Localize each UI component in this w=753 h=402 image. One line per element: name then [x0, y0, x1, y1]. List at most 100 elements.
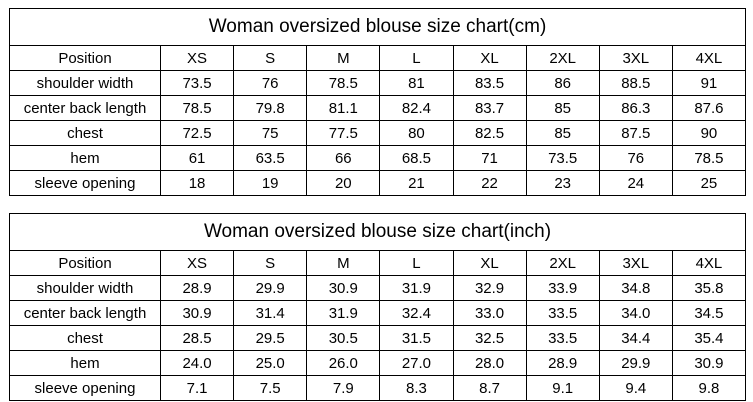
- cell: 88.5: [598, 70, 673, 96]
- cell: 34.5: [671, 300, 747, 326]
- header-cell: M: [306, 45, 381, 71]
- cell: 18: [159, 170, 235, 196]
- cell: 86.3: [598, 95, 673, 121]
- cell: 33.5: [525, 325, 600, 351]
- cell: 9.8: [671, 375, 747, 401]
- row-label: center back length: [9, 300, 161, 326]
- cell: 77.5: [306, 120, 381, 146]
- table-title: Woman oversized blouse size chart(inch): [9, 213, 746, 251]
- header-cell: XS: [159, 250, 235, 276]
- cell: 87.6: [671, 95, 747, 121]
- cell: 25: [671, 170, 747, 196]
- data-row: hem 24.0 25.0 26.0 27.0 28.0 28.9 29.9 30.9: [9, 350, 747, 376]
- cell: 34.0: [598, 300, 673, 326]
- cell: 21: [379, 170, 454, 196]
- header-row: Position XS S M L XL 2XL 3XL 4XL: [9, 45, 747, 71]
- data-row: sleeve opening 18 19 20 21 22 23 24 25: [9, 170, 747, 196]
- cell: 26.0: [306, 350, 381, 376]
- header-cell: 3XL: [598, 45, 673, 71]
- cell: 33.9: [525, 275, 600, 301]
- row-label: sleeve opening: [9, 375, 161, 401]
- cell: 8.7: [452, 375, 527, 401]
- cell: 66: [306, 145, 381, 171]
- cell: 71: [452, 145, 527, 171]
- cell: 30.9: [306, 275, 381, 301]
- data-row: center back length 30.9 31.4 31.9 32.4 33.0 33…: [9, 300, 747, 326]
- cell: 7.9: [306, 375, 381, 401]
- cell: 61: [159, 145, 235, 171]
- cell: 86: [525, 70, 600, 96]
- cell: 20: [306, 170, 381, 196]
- cell: 23: [525, 170, 600, 196]
- cell: 82.4: [379, 95, 454, 121]
- cell: 63.5: [233, 145, 308, 171]
- cell: 34.8: [598, 275, 673, 301]
- size-table: Woman oversized blouse size chart(cm) Pos…: [9, 8, 747, 196]
- cell: 29.5: [233, 325, 308, 351]
- cell: 19: [233, 170, 308, 196]
- header-cell: Position: [9, 250, 161, 276]
- data-row: chest 28.5 29.5 30.5 31.5 32.5 33.5 34.4 35.4: [9, 325, 747, 351]
- cell: 81: [379, 70, 454, 96]
- cell: 78.5: [159, 95, 235, 121]
- data-row: sleeve opening 7.1 7.5 7.9 8.3 8.7 9.1 9.4 9.8: [9, 375, 747, 401]
- data-row: hem 61 63.5 66 68.5 71 73.5 76 78.5: [9, 145, 747, 171]
- cell: 68.5: [379, 145, 454, 171]
- table-title: Woman oversized blouse size chart(cm): [9, 8, 746, 46]
- cell: 73.5: [159, 70, 235, 96]
- row-label: shoulder width: [9, 70, 161, 96]
- data-row: shoulder width 28.9 29.9 30.9 31.9 32.9 33.9 34…: [9, 275, 747, 301]
- cell: 9.1: [525, 375, 600, 401]
- cell: 30.9: [671, 350, 747, 376]
- header-cell: L: [379, 250, 454, 276]
- cell: 35.8: [671, 275, 747, 301]
- cell: 29.9: [598, 350, 673, 376]
- header-cell: 3XL: [598, 250, 673, 276]
- cell: 76: [598, 145, 673, 171]
- cell: 32.5: [452, 325, 527, 351]
- header-cell: S: [233, 250, 308, 276]
- cell: 27.0: [379, 350, 454, 376]
- cell: 24: [598, 170, 673, 196]
- cell: 31.9: [379, 275, 454, 301]
- title-row: Woman oversized blouse size chart(inch): [9, 213, 746, 251]
- cell: 7.1: [159, 375, 235, 401]
- cell: 29.9: [233, 275, 308, 301]
- size-table: Woman oversized blouse size chart(inch) P…: [9, 213, 747, 401]
- cell: 33.0: [452, 300, 527, 326]
- cell: 72.5: [159, 120, 235, 146]
- header-cell: XL: [452, 45, 527, 71]
- cell: 85: [525, 95, 600, 121]
- cell: 30.9: [159, 300, 235, 326]
- data-row: shoulder width 73.5 76 78.5 81 83.5 86 88.5 91: [9, 70, 747, 96]
- cell: 9.4: [598, 375, 673, 401]
- cell: 32.4: [379, 300, 454, 326]
- cell: 87.5: [598, 120, 673, 146]
- header-cell: S: [233, 45, 308, 71]
- cell: 7.5: [233, 375, 308, 401]
- cell: 78.5: [671, 145, 747, 171]
- cell: 32.9: [452, 275, 527, 301]
- cell: 28.0: [452, 350, 527, 376]
- data-row: chest 72.5 75 77.5 80 82.5 85 87.5 90: [9, 120, 747, 146]
- row-label: hem: [9, 145, 161, 171]
- cell: 83.7: [452, 95, 527, 121]
- cell: 78.5: [306, 70, 381, 96]
- header-cell: 4XL: [671, 250, 747, 276]
- cell: 79.8: [233, 95, 308, 121]
- cell: 91: [671, 70, 747, 96]
- cell: 28.9: [525, 350, 600, 376]
- header-cell: M: [306, 250, 381, 276]
- cell: 85: [525, 120, 600, 146]
- cell: 33.5: [525, 300, 600, 326]
- cell: 24.0: [159, 350, 235, 376]
- title-row: Woman oversized blouse size chart(cm): [9, 8, 746, 46]
- cell: 22: [452, 170, 527, 196]
- header-cell: Position: [9, 45, 161, 71]
- row-label: chest: [9, 120, 161, 146]
- row-label: sleeve opening: [9, 170, 161, 196]
- cell: 80: [379, 120, 454, 146]
- cell: 30.5: [306, 325, 381, 351]
- cell: 76: [233, 70, 308, 96]
